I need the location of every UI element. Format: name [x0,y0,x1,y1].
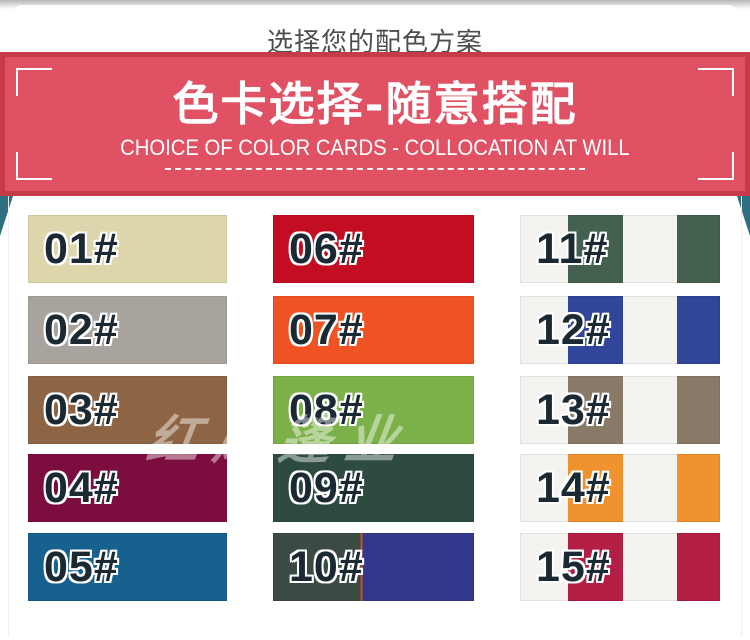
swatch-03: 03# [28,376,227,444]
banner: 色卡选择-随意搭配 CHOICE OF COLOR CARDS - COLLOC… [0,52,750,196]
corner-bracket-icon [698,152,734,180]
swatch-label: 12# [536,306,611,354]
swatch-14: 14# [520,454,720,522]
swatch-05: 05# [28,533,227,601]
swatch-08: 08# [273,376,474,444]
swatch-07: 07# [273,296,474,364]
swatch-04: 04# [28,454,227,522]
swatch-label: 06# [289,225,364,273]
swatch-label: 13# [536,386,611,434]
swatch-15: 15# [520,533,720,601]
swatch-13: 13# [520,376,720,444]
swatch-01: 01# [28,215,227,283]
dashed-divider [165,167,585,170]
swatch-12: 12# [520,296,720,364]
page-edge-line-right [741,196,742,636]
swatch-02: 02# [28,296,227,364]
corner-bracket-icon [16,68,52,96]
swatch-label: 15# [536,543,611,591]
corner-bracket-icon [698,68,734,96]
banner-title: 色卡选择-随意搭配 [172,77,578,131]
swatch-label: 11# [536,225,609,273]
swatch-label: 14# [536,464,611,512]
header-box [13,5,737,52]
swatch-label: 07# [289,306,364,354]
swatch-label: 10# [289,543,364,591]
swatch-label: 05# [44,543,119,591]
swatch-label: 08# [289,386,364,434]
swatch-06: 06# [273,215,474,283]
top-shadow-divider [0,0,750,9]
swatch-label: 01# [44,225,119,273]
swatch-11: 11# [520,215,720,283]
corner-bracket-icon [16,152,52,180]
swatch-label: 03# [44,386,119,434]
banner-subtitle: CHOICE OF COLOR CARDS - COLLOCATION AT W… [120,134,630,160]
swatch-09: 09# [273,454,474,522]
ribbon-fold-right-icon [737,196,750,236]
ribbon-fold-left-icon [0,196,13,236]
swatch-10: 10# [273,533,474,601]
page-edge-line-left [8,196,9,636]
swatch-label: 09# [289,464,364,512]
swatch-label: 04# [44,464,119,512]
swatch-label: 02# [44,306,119,354]
